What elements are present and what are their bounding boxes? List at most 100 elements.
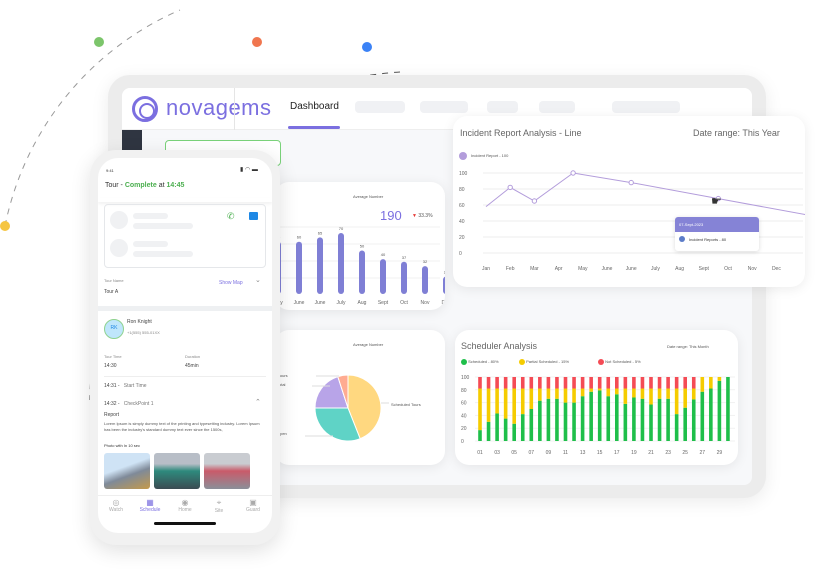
message-icon[interactable]: [249, 212, 258, 220]
tab-placeholder[interactable]: [355, 101, 405, 113]
nav-guard[interactable]: ▣ Guard: [238, 498, 268, 513]
start-time-label: Start Time: [123, 383, 147, 389]
bar-segment: [589, 391, 593, 441]
nav-site[interactable]: ⌖ Site: [204, 498, 234, 514]
bar-segment: [615, 388, 619, 395]
bar-segment: [640, 388, 645, 399]
bar-change-text: 33.3%: [418, 213, 433, 219]
x-tick-label: 21: [648, 450, 654, 456]
tab-placeholder[interactable]: [539, 101, 575, 113]
x-tick-label: Mar: [530, 266, 539, 272]
bar-value-label: 40: [381, 252, 386, 257]
bar-segment: [632, 377, 636, 389]
show-map-link[interactable]: Show Map: [219, 280, 243, 286]
checkpoint-row[interactable]: 14:32 - CheckPoint 1: [104, 401, 154, 407]
nav-home[interactable]: ◉ Home: [170, 498, 200, 513]
pie-slice: [314, 407, 361, 442]
photo-label: Photo with In 10 sec: [104, 443, 141, 448]
x-tick-label: Apr: [555, 266, 563, 272]
data-point: [628, 179, 634, 186]
status-time: 9:41: [106, 168, 114, 173]
badge-icon: ▣: [249, 498, 257, 507]
x-tick-label: June: [294, 300, 305, 306]
guard-name: Ron Knight: [127, 319, 152, 325]
bar: [380, 259, 386, 294]
scheduler-date-range[interactable]: Date range: This Month: [667, 344, 709, 349]
phone-call-icon[interactable]: ✆: [227, 211, 235, 221]
bar-segment: [717, 380, 722, 441]
x-tick-label: June: [626, 266, 637, 272]
bar: [338, 233, 344, 294]
calendar-icon: ▦: [146, 498, 154, 507]
blue-dot: [362, 42, 372, 52]
data-point: [507, 184, 513, 191]
x-tick-label: Dec: [772, 266, 781, 272]
nav-schedule[interactable]: ▦ Schedule: [135, 498, 165, 513]
report-text: Lorem Ipsum is simply dummy text of the …: [104, 421, 260, 432]
tab-placeholder[interactable]: [612, 101, 680, 113]
bar-chart-card: Average Number 190 ▼ 33.3% 60May60June65…: [275, 182, 445, 310]
y-tick-label: 20: [461, 426, 467, 432]
y-tick-label: 40: [461, 413, 467, 419]
x-tick-label: 17: [614, 450, 620, 456]
bar: [359, 250, 365, 294]
status-icons: ▮ ◠ ▬: [240, 167, 258, 173]
bar-segment: [649, 388, 653, 405]
bar-segment: [606, 388, 611, 397]
x-tick-label: 23: [665, 450, 671, 456]
green-dot: [94, 37, 104, 47]
bar-segment: [503, 388, 508, 419]
bar-segment: [520, 377, 525, 389]
start-time-value: 14:31 -: [104, 383, 120, 389]
incident-line-card: Incident Report Analysis - Line Date ran…: [453, 116, 805, 287]
bar-segment: [657, 398, 662, 441]
bar-segment: [495, 413, 499, 441]
bar-segment: [691, 399, 696, 441]
tour-name-label: Tour Name: [104, 278, 124, 283]
tab-dashboard[interactable]: Dashboard: [290, 101, 339, 112]
bar-segment: [478, 377, 482, 389]
x-tick-label: Oct: [400, 300, 408, 306]
y-tick-label: 60: [459, 203, 465, 209]
bar-value-label: 20: [444, 270, 445, 275]
legend-partial: Partial Scheduled - 15%: [519, 359, 569, 365]
tooltip-item: Incident Reports - 80: [675, 232, 759, 242]
bar-segment: [597, 390, 602, 441]
tour-title: Tour - Complete at 14:45: [105, 182, 184, 189]
mobile-phone: 9:41 ▮ ◠ ▬ Tour - Complete at 14:45 ✆ To…: [90, 150, 280, 545]
legend-not-scheduled: Not Scheduled - 5%: [598, 359, 641, 365]
photo-thumbnail[interactable]: [154, 453, 200, 489]
line-title: Incident Report Analysis - Line: [460, 128, 582, 138]
bar: [422, 266, 428, 294]
x-tick-label: 05: [511, 450, 517, 456]
y-tick-label: 40: [459, 219, 465, 225]
bar-segment: [700, 391, 705, 441]
bar-segment: [555, 388, 559, 399]
photo-thumbnail[interactable]: [104, 453, 150, 489]
bar-segment: [478, 388, 482, 431]
bar-value-label: 65: [318, 230, 323, 235]
bar-segment: [520, 388, 525, 415]
bar-segment: [709, 388, 713, 441]
bar-segment: [546, 398, 551, 441]
bar-segment: [674, 414, 679, 441]
nav-watch[interactable]: ◎ Watch: [101, 498, 131, 513]
avatar: RK: [104, 319, 124, 339]
tab-placeholder[interactable]: [420, 101, 468, 113]
bar-segment: [640, 377, 645, 389]
title-status: Complete: [124, 182, 157, 189]
x-tick-label: 07: [529, 450, 535, 456]
bar-segment: [572, 388, 576, 403]
photo-thumbnail[interactable]: [204, 453, 250, 489]
bar-value-label: 50: [360, 243, 365, 248]
phone-screen: 9:41 ▮ ◠ ▬ Tour - Complete at 14:45 ✆ To…: [98, 158, 272, 533]
chevron-up-icon[interactable]: ⌃: [255, 399, 261, 406]
line-date-range[interactable]: Date range: This Year: [693, 128, 780, 138]
chevron-down-icon[interactable]: ⌄: [255, 277, 261, 284]
logo-icon: [132, 96, 158, 122]
cursor-hand-icon: ☛: [711, 194, 722, 208]
x-tick-label: May: [578, 266, 588, 272]
bar-segment: [657, 377, 662, 389]
tab-placeholder[interactable]: [487, 101, 518, 113]
bar: [317, 237, 323, 294]
